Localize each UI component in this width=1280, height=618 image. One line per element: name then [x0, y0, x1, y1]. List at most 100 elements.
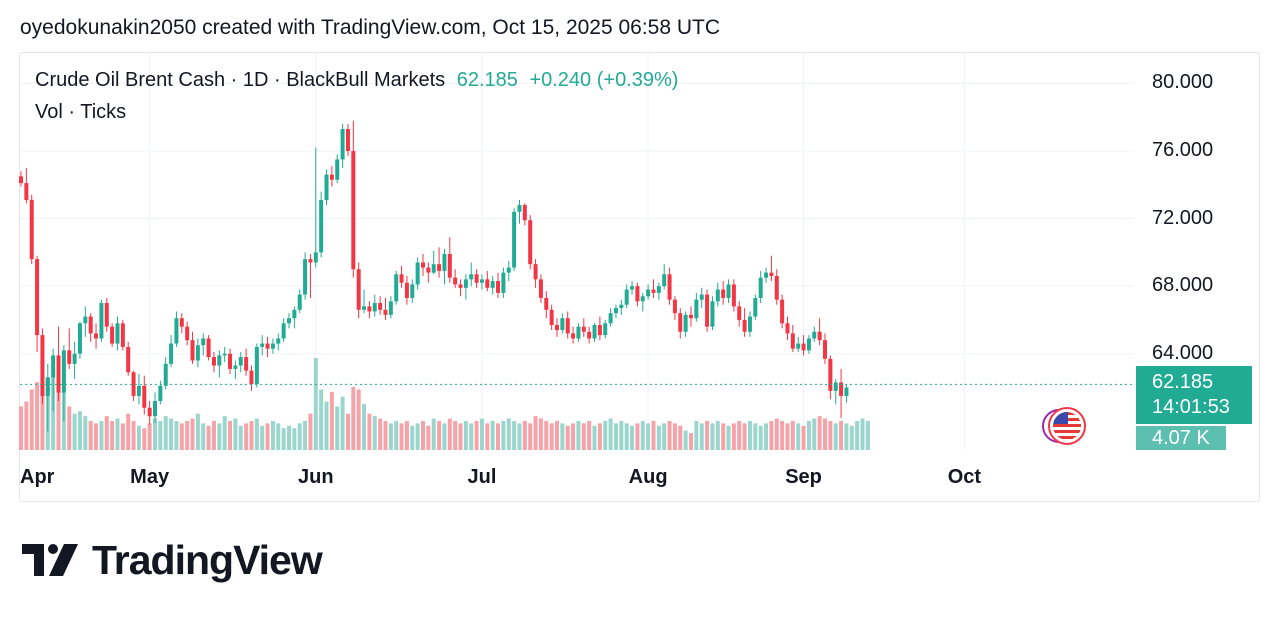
tradingview-logo-icon [22, 544, 78, 576]
candle-body [335, 159, 340, 180]
candle-body [153, 401, 157, 417]
volume-bar [469, 423, 474, 450]
volume-bar [656, 425, 661, 450]
candle-body [437, 264, 442, 271]
volume-bar [571, 423, 576, 450]
candle-body [694, 299, 699, 319]
volume-bar [742, 423, 747, 450]
volume-bar [839, 420, 844, 450]
volume-bar [576, 420, 581, 450]
candle-body [345, 129, 350, 151]
candle-body [538, 279, 543, 298]
volume-bar [603, 420, 608, 450]
candle-body [485, 279, 490, 288]
volume-bar [67, 406, 72, 450]
volume-bar [785, 423, 790, 450]
volume-bar [394, 420, 399, 450]
symbol-title[interactable]: Crude Oil Brent Cash · 1D · BlackBull Ma… [35, 69, 446, 91]
volume-bar [721, 423, 726, 450]
volume-bar [356, 389, 361, 450]
volume-bar [40, 360, 45, 450]
chart-frame [19, 52, 1260, 502]
candle-body [362, 306, 367, 310]
volume-bar [689, 433, 693, 450]
volume-bar [581, 423, 586, 450]
candle-body [61, 350, 66, 393]
volume-bar [555, 420, 559, 450]
volume-bar [565, 425, 570, 450]
volume-bar [110, 420, 115, 450]
volume-bar [404, 420, 409, 450]
candle-body [158, 385, 163, 402]
volume-bar [485, 423, 490, 450]
volume-bar [174, 420, 179, 450]
candle-body [560, 318, 565, 331]
volume-bar [169, 418, 174, 450]
volume-bar [297, 423, 302, 450]
volume-bar [421, 420, 425, 450]
volume-bar [640, 420, 645, 450]
candle-body [630, 286, 635, 290]
volume-bar [287, 425, 291, 450]
candle-body [72, 353, 77, 364]
volume-bar [249, 420, 254, 450]
volume-bar [56, 382, 61, 450]
volume-bar [624, 423, 629, 450]
volume-bar [260, 425, 265, 450]
volume-bar [678, 425, 683, 450]
volume-bar [844, 423, 849, 450]
candle-body [126, 346, 131, 373]
volume-bar [340, 396, 345, 450]
candle-body [753, 297, 758, 317]
us-flag-icon[interactable] [1037, 405, 1091, 447]
candle-body [319, 199, 324, 253]
time-axis-tick: May [130, 466, 170, 488]
candle-body [479, 279, 484, 283]
candle-body [705, 294, 710, 327]
candle-body [780, 299, 785, 324]
candle-body [496, 281, 501, 293]
volume-bar [24, 401, 29, 450]
volume-bar [544, 420, 549, 450]
volume-bar [517, 423, 522, 450]
candle-body [597, 324, 602, 336]
candle-body [174, 318, 179, 344]
volume-bar [490, 420, 495, 450]
volume-bar [228, 420, 233, 450]
candle-body [120, 323, 125, 347]
volume-bar [88, 420, 93, 450]
chart-caption: oyedokunakin2050 created with TradingVie… [20, 16, 721, 39]
volume-bar [587, 420, 592, 450]
candle-body [651, 289, 656, 293]
tradingview-logo[interactable]: TradingView [22, 537, 323, 583]
volume-bar [206, 425, 211, 450]
candle-body [796, 343, 801, 349]
volume-bar [147, 423, 152, 450]
volume-bar [195, 413, 200, 450]
volume-bar [823, 418, 827, 450]
price-axis-tick: 64.000 [1152, 341, 1214, 364]
candle-body [592, 324, 597, 339]
candle-body [142, 385, 147, 408]
volume-bar [613, 423, 618, 450]
volume-bar [254, 418, 259, 450]
volume-bar [747, 420, 752, 450]
volume-bar [780, 420, 785, 450]
candle-body [812, 331, 817, 339]
candle-body [726, 284, 731, 298]
volume-indicator-label[interactable]: Vol · Ticks [35, 101, 127, 123]
volume-bar [120, 423, 125, 450]
volume-bar [715, 420, 720, 450]
volume-bar [77, 411, 82, 450]
candle-body [104, 303, 109, 327]
candle-body [474, 274, 479, 283]
candle-body [115, 323, 120, 344]
candle-body [571, 333, 576, 339]
volume-bar [828, 420, 833, 450]
volume-bar [362, 404, 367, 450]
volume-bar [335, 406, 340, 450]
volume-bar [672, 423, 677, 450]
volume-bar [774, 418, 779, 450]
candle-body [378, 303, 383, 310]
